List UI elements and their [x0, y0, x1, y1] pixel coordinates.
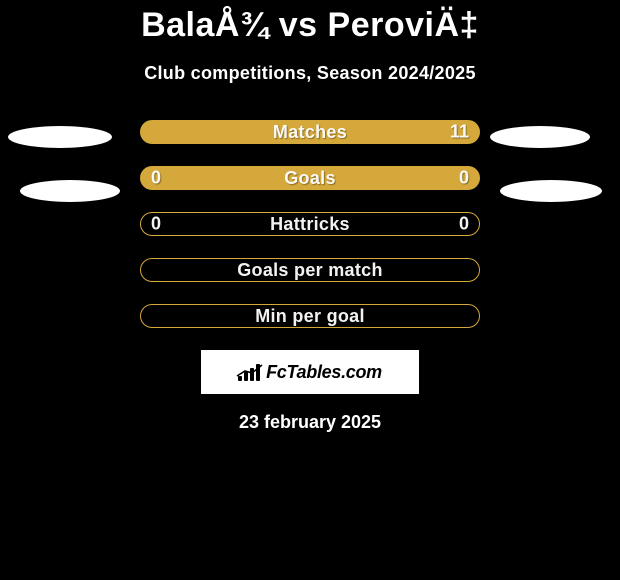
stat-left-value: 0 — [151, 214, 161, 235]
stat-row-min-per-goal: Min per goal — [140, 304, 480, 328]
stat-label: Min per goal — [255, 306, 365, 327]
page-title: BalaÅ¾ vs PeroviÄ‡ — [0, 0, 620, 45]
stat-row-hattricks: 0 Hattricks 0 — [140, 212, 480, 236]
stat-row-goals: 0 Goals 0 — [140, 166, 480, 190]
stat-label: Goals per match — [237, 260, 383, 281]
bar-chart-icon — [238, 363, 260, 381]
stat-row-matches: Matches 11 — [140, 120, 480, 144]
stat-right-value: 0 — [459, 214, 469, 235]
stat-row-goals-per-match: Goals per match — [140, 258, 480, 282]
stat-label: Matches — [273, 122, 347, 143]
stat-right-value: 0 — [459, 168, 469, 189]
date-label: 23 february 2025 — [0, 412, 620, 433]
photo-placeholder-icon — [8, 126, 112, 148]
stat-left-value: 0 — [151, 168, 161, 189]
fctables-logo[interactable]: FcTables.com — [201, 350, 419, 394]
photo-placeholder-icon — [490, 126, 590, 148]
page-root: BalaÅ¾ vs PeroviÄ‡ Club competitions, Se… — [0, 0, 620, 580]
photo-placeholder-icon — [20, 180, 120, 202]
stats-rows: Matches 11 0 Goals 0 0 Hattricks 0 Goals… — [0, 120, 620, 328]
logo-text: FcTables.com — [266, 362, 382, 383]
photo-placeholder-icon — [500, 180, 602, 202]
page-subtitle: Club competitions, Season 2024/2025 — [0, 63, 620, 84]
stat-label: Hattricks — [270, 214, 350, 235]
stat-label: Goals — [284, 168, 336, 189]
stat-right-value: 11 — [450, 122, 469, 143]
